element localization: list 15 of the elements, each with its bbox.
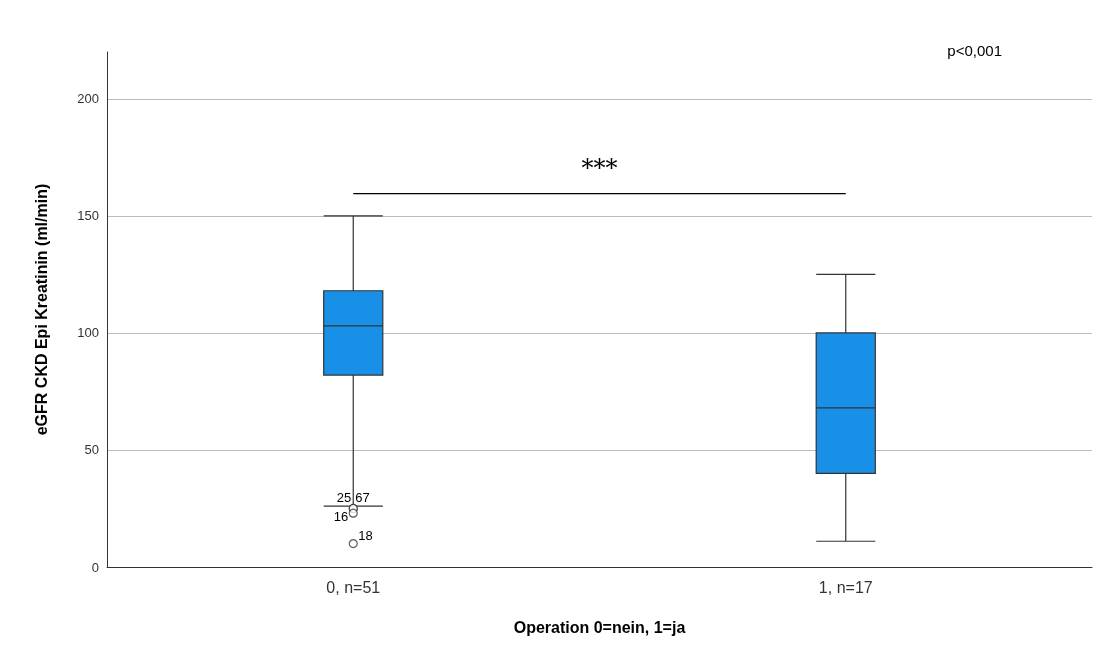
y-tick-label: 100 (77, 325, 99, 341)
y-tick-label: 150 (77, 208, 99, 224)
y-tick-label: 200 (77, 91, 99, 107)
annotation: 16 (333, 509, 349, 525)
y-axis-title: eGFR CKD Epi Kreatinin (ml/min) (32, 183, 50, 436)
y-tick-label: 50 (84, 442, 99, 458)
x-axis-title: Operation 0=nein, 1=ja (513, 618, 686, 636)
x-tick-label: 0, n=51 (326, 578, 381, 596)
annotation: 67 (355, 490, 370, 506)
annotation: 18 (358, 527, 373, 543)
annotation: *** (581, 153, 618, 182)
y-tick-label: 0 (91, 559, 99, 575)
x-tick-label: 1, n=17 (818, 578, 873, 596)
annotation: p<0,001 (947, 42, 1002, 59)
annotation: 25 (336, 490, 352, 506)
